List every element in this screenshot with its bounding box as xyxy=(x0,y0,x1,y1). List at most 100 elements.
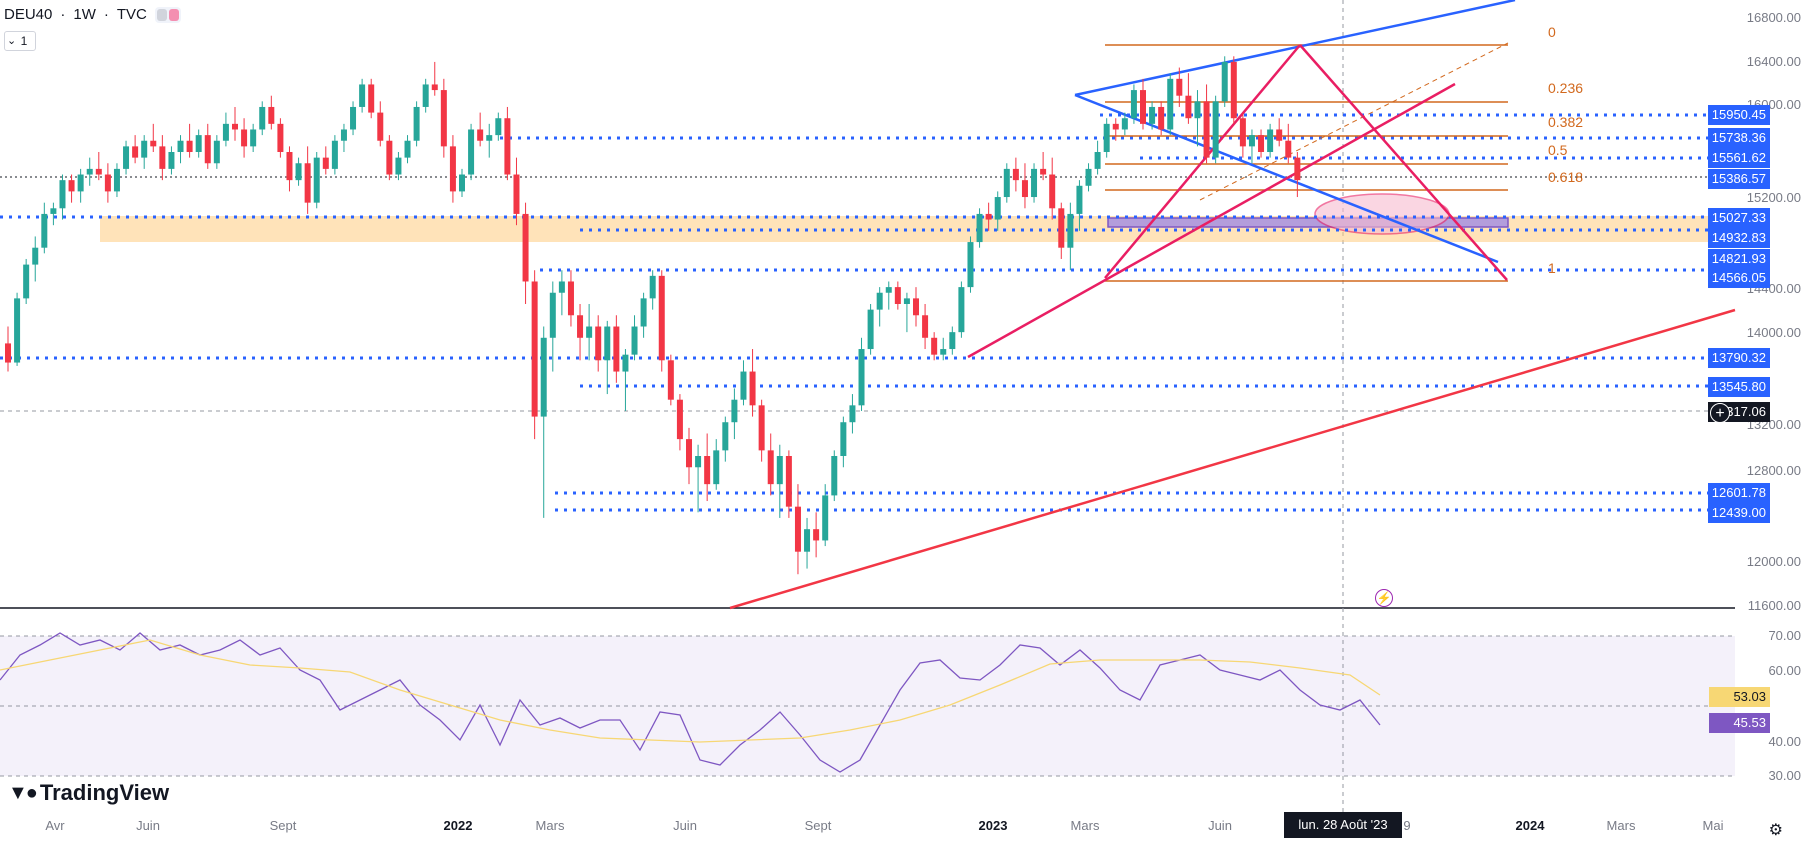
candle-body[interactable] xyxy=(731,399,738,423)
candle-body[interactable] xyxy=(567,281,574,316)
candle-body[interactable] xyxy=(113,168,120,192)
candle-body[interactable] xyxy=(558,281,565,293)
candle-body[interactable] xyxy=(722,422,729,451)
candle-body[interactable] xyxy=(1031,168,1038,198)
symbol-name[interactable]: DEU40 xyxy=(4,6,53,23)
candle-body[interactable] xyxy=(368,84,375,113)
candle-body[interactable] xyxy=(150,140,157,147)
candle-body[interactable] xyxy=(304,163,311,203)
candle-body[interactable] xyxy=(940,349,947,355)
candle-body[interactable] xyxy=(522,213,529,282)
level-label[interactable]: 15950.45 xyxy=(1707,105,1770,125)
level-label[interactable]: 14932.83 xyxy=(1707,228,1770,248)
candle-body[interactable] xyxy=(849,405,856,423)
candle-body[interactable] xyxy=(903,298,910,304)
candle-body[interactable] xyxy=(1049,174,1056,209)
candle-body[interactable] xyxy=(222,123,229,141)
candle-body[interactable] xyxy=(913,298,919,316)
candle-body[interactable] xyxy=(695,456,702,468)
candle-body[interactable] xyxy=(1058,208,1065,248)
level-label[interactable]: 12439.00 xyxy=(1707,503,1770,523)
level-label[interactable]: 15561.62 xyxy=(1707,148,1770,168)
candle-body[interactable] xyxy=(1121,118,1128,130)
candle-body[interactable] xyxy=(958,287,965,333)
candle-body[interactable] xyxy=(23,264,30,299)
candle-body[interactable] xyxy=(758,405,765,451)
candle-body[interactable] xyxy=(686,439,692,468)
candle-body[interactable] xyxy=(876,292,883,310)
candle-body[interactable] xyxy=(313,157,320,203)
candle-body[interactable] xyxy=(1203,101,1210,158)
candle-body[interactable] xyxy=(822,495,829,541)
candle-body[interactable] xyxy=(159,146,166,169)
candle-body[interactable] xyxy=(1003,168,1010,198)
candle-body[interactable] xyxy=(785,456,792,507)
chart-type-icon[interactable] xyxy=(154,6,181,23)
candle-body[interactable] xyxy=(186,140,193,152)
candle-body[interactable] xyxy=(5,343,11,363)
candle-body[interactable] xyxy=(994,197,1001,220)
candle-body[interactable] xyxy=(1021,180,1028,198)
candle-body[interactable] xyxy=(68,180,75,192)
candle-body[interactable] xyxy=(813,529,820,541)
candle-body[interactable] xyxy=(86,168,93,175)
candle-body[interactable] xyxy=(976,213,983,243)
candle-body[interactable] xyxy=(1112,123,1119,130)
level-label[interactable]: 14566.05 xyxy=(1707,268,1770,288)
level-label[interactable]: 13545.80 xyxy=(1707,377,1770,397)
candle-body[interactable] xyxy=(631,326,638,355)
candle-body[interactable] xyxy=(41,213,48,248)
add-icon[interactable]: + xyxy=(1710,403,1730,423)
candle-body[interactable] xyxy=(322,157,329,169)
candle-body[interactable] xyxy=(95,168,102,175)
candle-body[interactable] xyxy=(268,106,275,124)
candle-body[interactable] xyxy=(486,135,493,141)
candle-body[interactable] xyxy=(359,84,366,107)
candlestick-series[interactable] xyxy=(5,56,1301,575)
candle-body[interactable] xyxy=(840,422,847,456)
candle-body[interactable] xyxy=(676,399,683,440)
candle-body[interactable] xyxy=(350,106,357,130)
level-label[interactable]: 15738.36 xyxy=(1707,128,1770,148)
candle-body[interactable] xyxy=(804,529,811,552)
candle-body[interactable] xyxy=(340,129,347,141)
candle-body[interactable] xyxy=(776,456,783,485)
candle-body[interactable] xyxy=(1285,140,1292,158)
level-label[interactable]: 13790.32 xyxy=(1707,348,1770,368)
highlight-ellipse[interactable] xyxy=(1314,193,1450,235)
candle-body[interactable] xyxy=(1176,78,1183,96)
candle-body[interactable] xyxy=(204,135,211,164)
candle-body[interactable] xyxy=(922,315,929,338)
candle-body[interactable] xyxy=(232,123,238,130)
candle-body[interactable] xyxy=(177,140,184,152)
candle-body[interactable] xyxy=(667,360,674,400)
purple-zone[interactable] xyxy=(1107,217,1509,228)
candle-body[interactable] xyxy=(132,146,139,158)
candle-body[interactable] xyxy=(14,298,21,363)
settings-icon[interactable]: ⚙ xyxy=(1768,822,1783,839)
level-label[interactable]: 15027.33 xyxy=(1707,208,1770,228)
candle-body[interactable] xyxy=(967,242,974,288)
candle-body[interactable] xyxy=(386,140,393,175)
candle-body[interactable] xyxy=(422,84,429,107)
candle-body[interactable] xyxy=(858,349,865,406)
candle-body[interactable] xyxy=(504,118,511,175)
candle-body[interactable] xyxy=(604,326,611,361)
candle-body[interactable] xyxy=(1258,135,1265,152)
candle-body[interactable] xyxy=(749,371,756,406)
candle-body[interactable] xyxy=(513,174,520,214)
candle-body[interactable] xyxy=(59,180,66,209)
candle-body[interactable] xyxy=(1103,123,1110,152)
candle-body[interactable] xyxy=(794,506,801,552)
candle-body[interactable] xyxy=(123,146,130,169)
candle-body[interactable] xyxy=(1221,61,1228,102)
level-label[interactable]: 12601.78 xyxy=(1707,483,1770,503)
candle-body[interactable] xyxy=(1149,106,1156,124)
interval-label[interactable]: 1W xyxy=(73,6,96,23)
candle-body[interactable] xyxy=(1276,129,1283,141)
interval-box[interactable]: ⌄ 1 xyxy=(4,31,36,51)
candle-body[interactable] xyxy=(1140,90,1146,124)
candle-body[interactable] xyxy=(259,106,266,130)
candle-body[interactable] xyxy=(286,152,293,181)
